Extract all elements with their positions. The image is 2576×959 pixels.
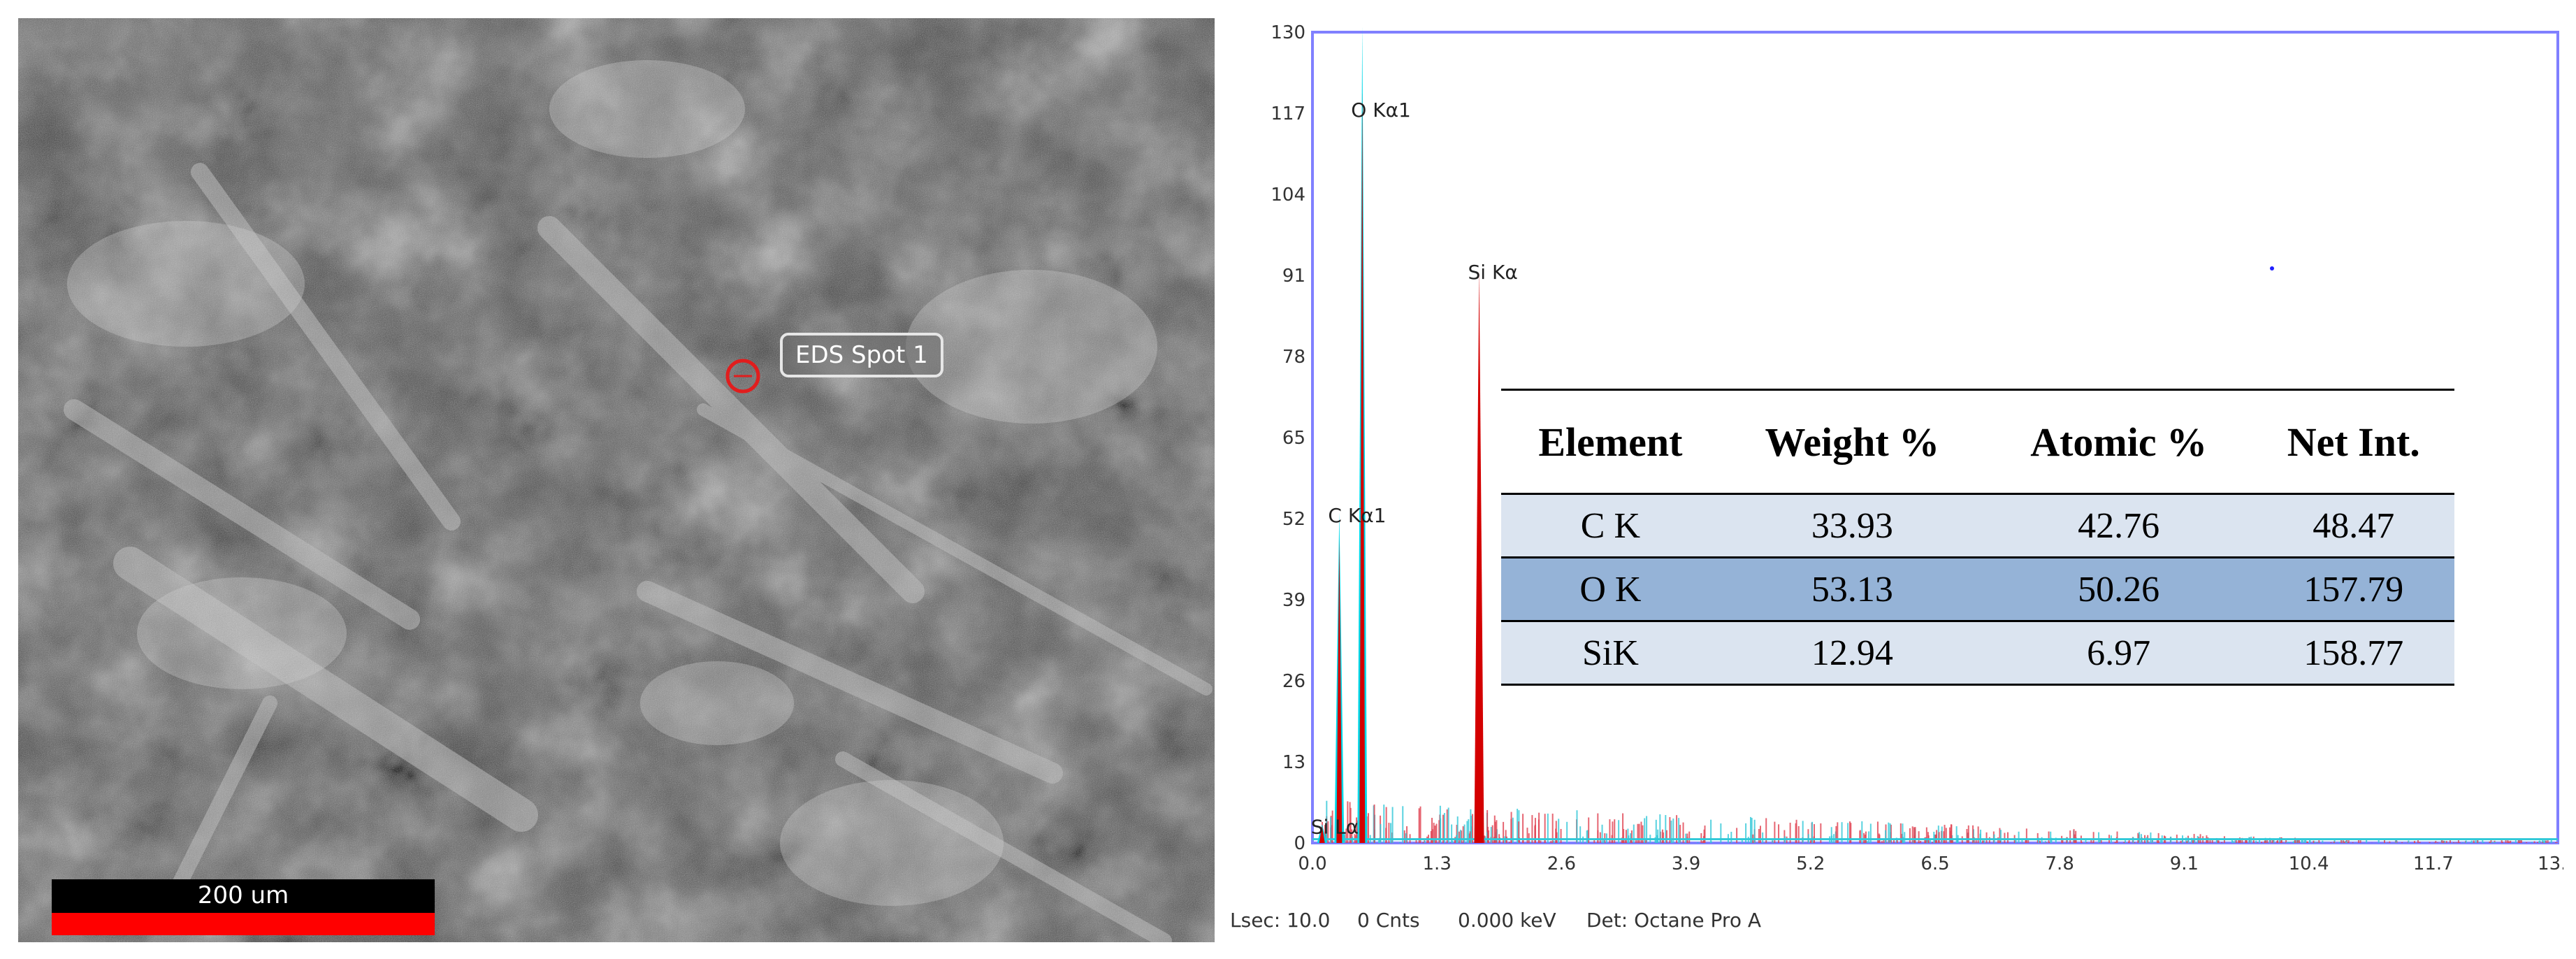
cell-weight: 53.13 (1811, 569, 1893, 610)
cell-net-int: 48.47 (2313, 505, 2395, 546)
detector-readout: Det: Octane Pro A (1586, 909, 1762, 932)
y-tick-label: 130 (1271, 22, 1305, 43)
x-tick-label: 11.7 (2413, 853, 2454, 874)
y-tick-label: 0 (1294, 833, 1305, 854)
peak-label: Si Lα (1311, 816, 1359, 839)
y-tick-label: 26 (1282, 671, 1305, 692)
header-net-int: Net Int. (2287, 419, 2420, 465)
cell-element: SiK (1582, 633, 1639, 673)
sem-texture (18, 18, 1215, 942)
y-tick-label: 65 (1282, 428, 1305, 449)
kev-readout: 0.000 keV (1458, 909, 1556, 932)
peak-label: Si Kα (1468, 261, 1518, 284)
scale-bar-label: 200 um (52, 879, 435, 913)
table-header-row: Element Weight % Atomic % Net Int. (1501, 389, 2454, 494)
lsec-readout: Lsec: 10.0 (1230, 909, 1331, 932)
x-tick-label: 10.4 (2289, 853, 2329, 874)
spectrum-svg: 0 13 26 39 52 65 78 91 104 117 130 0.0 1.3 2.6 3.9 5.2… (1271, 22, 2576, 874)
header-element: Element (1538, 419, 1683, 465)
x-tick-label: 3.9 (1672, 853, 1700, 874)
peak-mark-overlay (1319, 825, 1325, 843)
plot-frame (1311, 31, 2559, 844)
cell-atomic: 42.76 (2078, 505, 2160, 546)
x-tick-label: 13.0 (2538, 853, 2563, 874)
eds-spectrum-chart: 0 13 26 39 52 65 78 91 104 117 130 0.0 1.3 2.6 3.9 5.2… (1222, 13, 2576, 904)
eds-spot-label: EDS Spot 1 (780, 333, 943, 377)
x-tick-label: 6.5 (1920, 853, 1949, 874)
y-tick-label: 78 (1282, 347, 1305, 368)
cell-weight: 33.93 (1811, 505, 1893, 546)
y-tick-label: 39 (1282, 590, 1305, 611)
x-tick-label: 9.1 (2170, 853, 2199, 874)
x-tick-label: 1.3 (1423, 853, 1452, 874)
eds-spot-marker (725, 359, 760, 394)
peak-label: C Kα1 (1328, 504, 1386, 527)
header-weight: Weight % (1765, 419, 1940, 465)
x-tick-label: 2.6 (1547, 853, 1576, 874)
stray-point (2270, 266, 2274, 271)
x-tick-label: 7.8 (2046, 853, 2074, 874)
cell-element: O K (1579, 569, 1642, 610)
cell-atomic: 6.97 (2087, 633, 2151, 673)
scale-bar: 200 um (52, 879, 435, 935)
cell-weight: 12.94 (1811, 633, 1893, 673)
table-row: SiK 12.94 6.97 158.77 (1501, 621, 2454, 685)
table-row: C K 33.93 42.76 48.47 (1501, 493, 2454, 558)
cell-net-int: 157.79 (2303, 569, 2404, 610)
x-tick-label: 0.0 (1298, 853, 1326, 874)
header-atomic: Atomic % (2030, 419, 2208, 465)
composition-table: Element Weight % Atomic % Net Int. C K 3… (1501, 389, 2454, 686)
cell-element: C K (1580, 505, 1641, 546)
sem-micrograph: EDS Spot 1 200 um (18, 18, 1215, 942)
y-tick-label: 117 (1271, 103, 1305, 124)
y-tick-label: 91 (1282, 266, 1305, 287)
cell-atomic: 50.26 (2078, 569, 2160, 610)
counts-readout: 0 Cnts (1357, 909, 1420, 932)
peak-mark-overlay (1336, 538, 1343, 843)
peak-mark (1474, 269, 1484, 844)
x-tick-label: 5.2 (1796, 853, 1825, 874)
status-bar: Lsec: 10.0 0 Cnts 0.000 keV Det: Octane … (1230, 909, 2558, 944)
scale-bar-red (52, 913, 435, 935)
y-tick-label: 104 (1271, 185, 1305, 206)
peak-label: O Kα1 (1351, 99, 1411, 122)
y-tick-label: 52 (1282, 509, 1305, 530)
cell-net-int: 158.77 (2303, 633, 2404, 673)
table-row: O K 53.13 50.26 157.79 (1501, 557, 2454, 621)
peak-mark-overlay (1359, 91, 1366, 843)
y-tick-label: 13 (1282, 752, 1305, 773)
